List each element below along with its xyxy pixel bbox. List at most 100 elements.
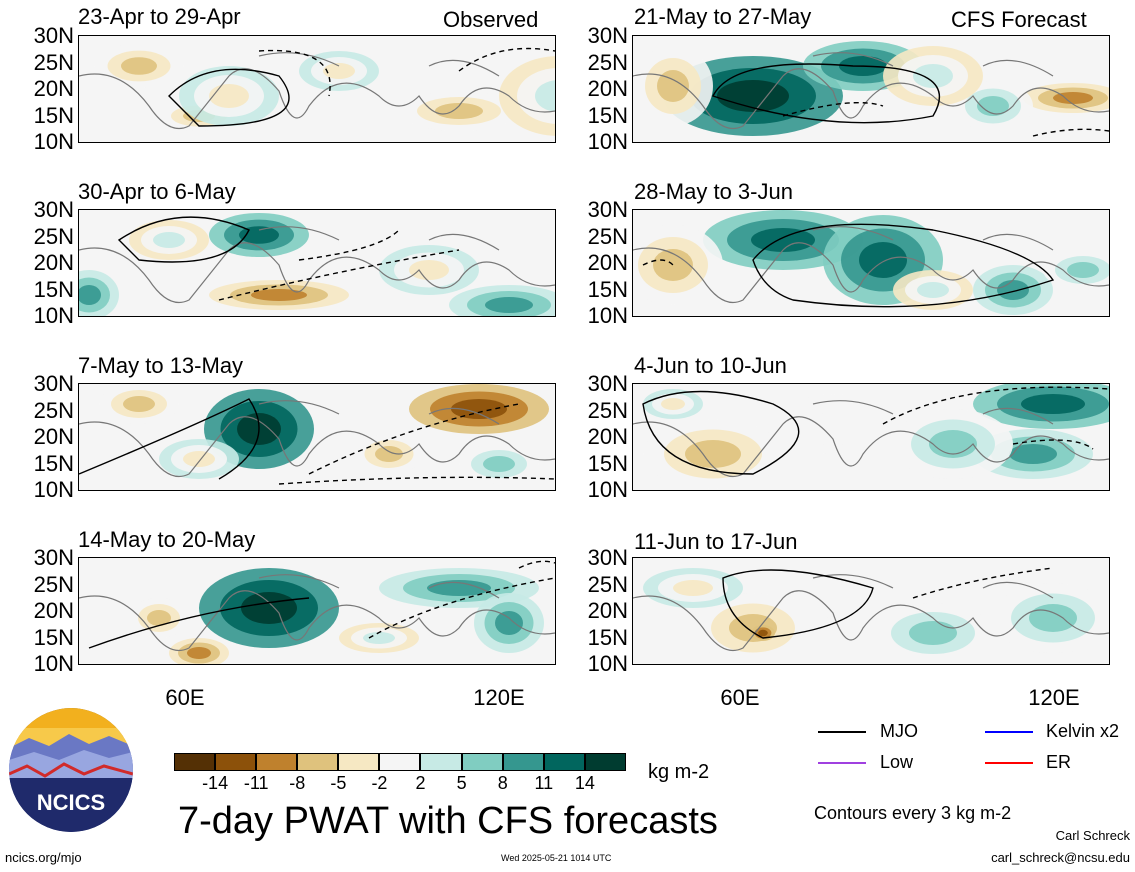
colorbar-tick: -8: [289, 773, 306, 793]
lat-label: 15N: [587, 450, 628, 476]
lat-label: 10N: [587, 651, 628, 676]
legend-line-kelvin: [985, 731, 1033, 733]
lat-label: 25N: [33, 49, 74, 75]
lat-label: 25N: [33, 397, 74, 423]
lat-label: 20N: [587, 424, 628, 449]
lat-label: 30N: [587, 545, 628, 570]
panel-title: 28-May to 3-Jun: [634, 179, 793, 204]
map-panel-forecast-2: [632, 209, 1110, 317]
lat-label: 10N: [587, 129, 628, 154]
colorbar-swatch: [543, 753, 585, 771]
lat-label: 20N: [33, 250, 74, 275]
observed-label: Observed: [443, 7, 539, 32]
lat-label: 10N: [33, 651, 74, 676]
lat-label: 15N: [33, 624, 74, 650]
lat-label: 25N: [587, 223, 628, 249]
lat-label: 15N: [587, 276, 628, 302]
lat-label: 10N: [587, 477, 628, 502]
colorbar-swatch: [461, 753, 503, 771]
lat-label: 30N: [587, 197, 628, 222]
lat-label: 25N: [33, 571, 74, 597]
lat-label: 30N: [33, 371, 74, 396]
legend-line-er: [985, 762, 1033, 764]
panel-title: 30-Apr to 6-May: [78, 179, 236, 204]
lat-label: 10N: [33, 303, 74, 328]
lon-label-120e-right: 120E: [1028, 685, 1080, 710]
colorbar: [174, 753, 626, 771]
colorbar-tick: -2: [371, 773, 388, 793]
colorbar-tick: -14: [202, 773, 229, 793]
timestamp: Wed 2025-05-21 1014 UTC: [501, 853, 612, 863]
logo-text: NCICS: [36, 790, 106, 815]
lat-label: 20N: [587, 250, 628, 275]
legend-label-kelvin: Kelvin x2: [1046, 721, 1120, 741]
panel-title: 4-Jun to 10-Jun: [634, 353, 787, 378]
lat-label: 15N: [33, 450, 74, 476]
lon-label-120e-left: 120E: [473, 685, 525, 710]
lat-label: 10N: [587, 303, 628, 328]
legend-label-mjo: MJO: [880, 721, 918, 741]
lat-label: 30N: [587, 23, 628, 48]
figure-title: 7-day PWAT with CFS forecasts: [178, 800, 718, 842]
lat-label: 20N: [33, 76, 74, 101]
colorbar-swatch: [174, 753, 216, 771]
colorbar-tick: 14: [574, 773, 595, 793]
contour-note: Contours every 3 kg m-2: [814, 803, 1012, 823]
map-panel-forecast-3: [632, 383, 1110, 491]
map-panel-forecast-1: [632, 35, 1110, 143]
lat-label: 20N: [587, 76, 628, 101]
author: Carl Schreck: [1055, 828, 1130, 843]
colorbar-swatch: [502, 753, 544, 771]
lat-label: 30N: [587, 371, 628, 396]
panel-title: 11-Jun to 17-Jun: [634, 529, 798, 554]
lat-label: 20N: [587, 598, 628, 623]
map-panel-forecast-4: [632, 557, 1110, 665]
colorbar-tick: 8: [497, 773, 508, 793]
colorbar-unit: kg m-2: [648, 761, 710, 783]
lat-label: 15N: [587, 102, 628, 128]
colorbar-swatch: [379, 753, 421, 771]
map-panel-observed-1: [78, 35, 556, 143]
colorbar-swatch: [420, 753, 462, 771]
lat-label: 15N: [33, 276, 74, 302]
map-panel-observed-3: [78, 383, 556, 491]
colorbar-tick: -5: [330, 773, 347, 793]
colorbar-swatch: [256, 753, 298, 771]
colorbar-swatch: [215, 753, 257, 771]
panel-title: 14-May to 20-May: [78, 527, 256, 552]
lat-label: 30N: [33, 23, 74, 48]
legend-label-low: Low: [880, 752, 914, 772]
lat-label: 20N: [33, 598, 74, 623]
colorbar-tick: -11: [243, 773, 269, 793]
map-panel-observed-2: [78, 209, 556, 317]
colorbar-tick: 11: [534, 773, 554, 793]
ncics-logo: NCICS: [9, 708, 133, 832]
panel-title: 23-Apr to 29-Apr: [78, 4, 241, 29]
lat-label: 10N: [33, 477, 74, 502]
lat-label: 10N: [33, 129, 74, 154]
lat-label: 15N: [587, 624, 628, 650]
colorbar-swatch: [584, 753, 626, 771]
legend-label-er: ER: [1046, 752, 1072, 772]
panel-title: 7-May to 13-May: [78, 353, 244, 378]
lat-label: 30N: [33, 545, 74, 570]
lat-label: 30N: [33, 197, 74, 222]
legend-line-low: [818, 762, 866, 764]
lon-label-60e-right: 60E: [720, 685, 760, 710]
colorbar-tick: 2: [415, 773, 426, 793]
legend-line-mjo: [818, 731, 866, 733]
lat-label: 25N: [587, 571, 628, 597]
lat-label: 20N: [33, 424, 74, 449]
site-link[interactable]: ncics.org/mjo: [5, 850, 82, 865]
panel-title: 21-May to 27-May: [634, 4, 812, 29]
lat-label: 25N: [587, 49, 628, 75]
colorbar-swatch: [297, 753, 339, 771]
colorbar-swatch: [338, 753, 380, 771]
lat-label: 25N: [33, 223, 74, 249]
cfs-forecast-label: CFS Forecast: [951, 7, 1087, 32]
map-panel-observed-4: [78, 557, 556, 665]
lon-label-60e-left: 60E: [165, 685, 205, 710]
lat-label: 25N: [587, 397, 628, 423]
colorbar-tick: 5: [456, 773, 467, 793]
lat-label: 15N: [33, 102, 74, 128]
